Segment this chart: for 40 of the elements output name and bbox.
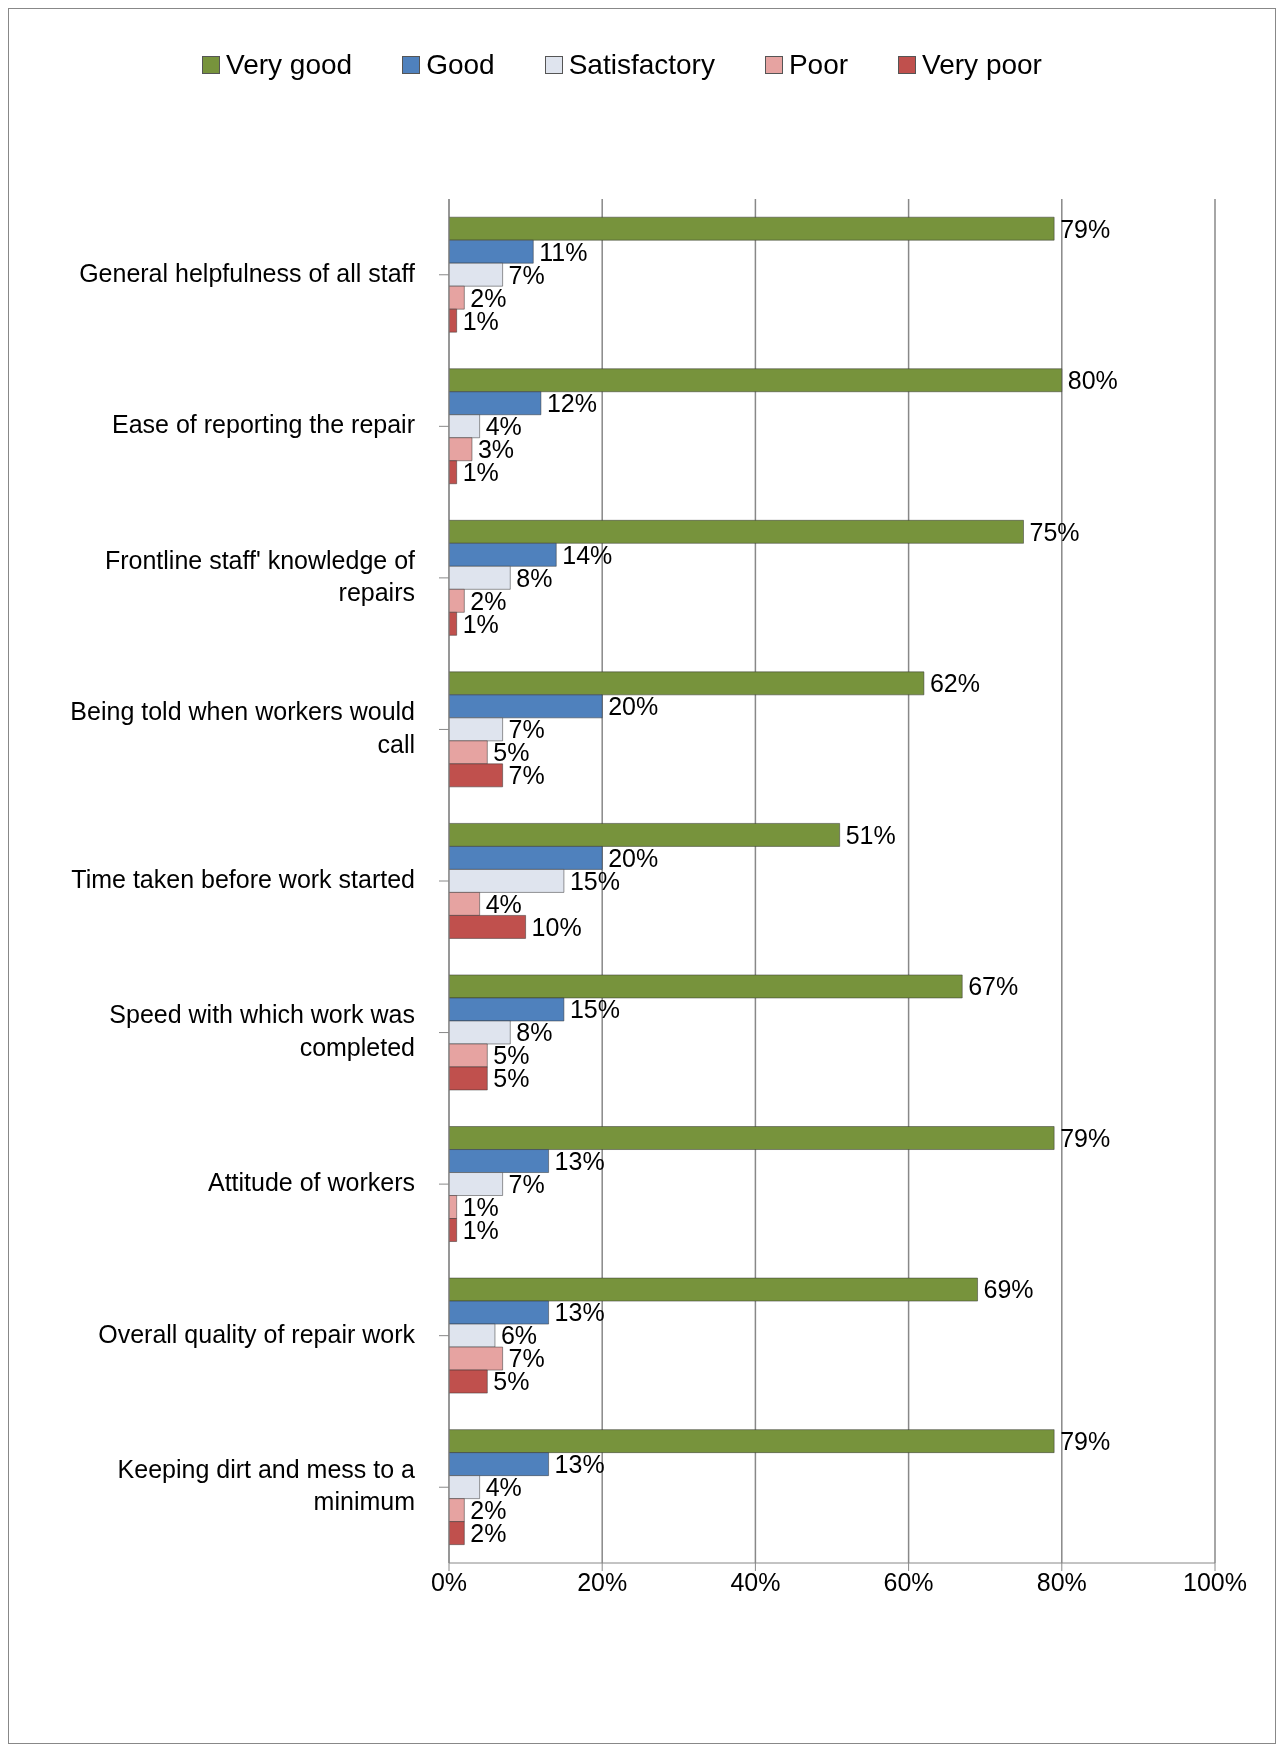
y-tick-label: Being told when workers would call: [70, 696, 415, 758]
data-label: 15%: [569, 995, 620, 1024]
data-label: 8%: [516, 563, 553, 592]
legend-label: Satisfactory: [568, 49, 715, 81]
x-tick-label: 60%: [883, 1567, 934, 1596]
x-tick-label: 40%: [730, 1567, 781, 1596]
legend-label: Very good: [226, 49, 353, 81]
y-tick-label: Keeping dirt and mess to a minimum: [117, 1454, 416, 1516]
data-label: 13%: [554, 1298, 605, 1327]
x-tick-label: 100%: [1183, 1567, 1247, 1596]
data-label: 67%: [968, 972, 1019, 1001]
y-tick-label: Overall quality of repair work: [98, 1319, 416, 1348]
x-tick-label: 80%: [1036, 1567, 1087, 1596]
data-label: 7%: [508, 1169, 545, 1198]
x-tick-label: 20%: [577, 1567, 628, 1596]
data-label: 69%: [983, 1275, 1034, 1304]
y-tick-label: Frontline staff' knowledge of repairs: [104, 545, 416, 606]
data-label: 79%: [1060, 1427, 1111, 1456]
x-tick-label: 0%: [430, 1567, 468, 1596]
data-label: 20%: [608, 692, 659, 721]
data-label: 4%: [485, 889, 522, 918]
data-label: 13%: [554, 1450, 605, 1479]
data-label: 80%: [1067, 366, 1118, 395]
data-label: 14%: [562, 540, 613, 569]
y-tick-label: Attitude of workers: [207, 1167, 415, 1196]
y-tick-label: Time taken before work started: [71, 864, 415, 893]
data-label: 79%: [1060, 1123, 1111, 1152]
legend-label: Poor: [788, 49, 849, 81]
y-tick-label: Speed with which work was completed: [109, 999, 415, 1061]
legend-label: Good: [426, 49, 495, 81]
data-label: 51%: [845, 820, 896, 849]
legend-label: Very poor: [922, 49, 1042, 81]
y-tick-label: Ease of reporting the repair: [112, 409, 415, 438]
data-label: 75%: [1029, 517, 1080, 546]
data-label: 79%: [1060, 214, 1111, 243]
data-label: 12%: [546, 389, 597, 418]
y-tick-label: General helpfulness of all staff: [79, 258, 416, 287]
data-label: 62%: [929, 669, 980, 698]
data-label: 13%: [554, 1146, 605, 1175]
data-label: 10%: [531, 912, 582, 941]
